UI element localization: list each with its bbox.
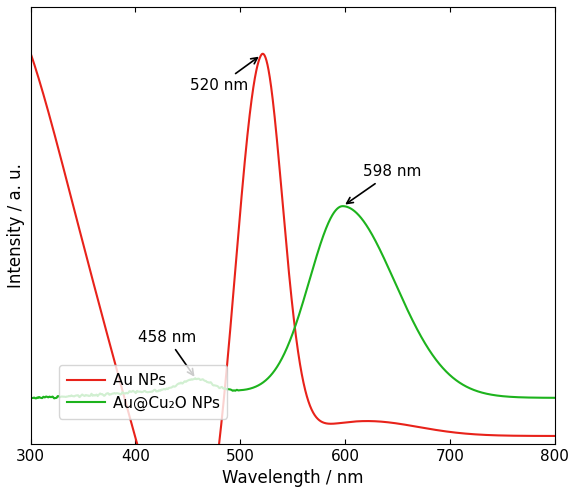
Text: 458 nm: 458 nm <box>138 329 196 375</box>
Au@Cu₂O NPs <box>551 395 558 401</box>
Au NPs <box>551 433 558 439</box>
Au NPs <box>118 384 125 390</box>
Legend: Au NPs, Au@Cu₂O NPs: Au NPs, Au@Cu₂O NPs <box>59 366 227 418</box>
Au@Cu₂O NPs <box>27 394 34 400</box>
Au NPs <box>87 268 94 274</box>
Au@Cu₂O NPs <box>251 384 258 390</box>
Au@Cu₂O NPs <box>228 387 235 393</box>
Au@Cu₂O NPs <box>339 203 346 209</box>
Au@Cu₂O NPs <box>87 393 94 399</box>
Au NPs <box>541 433 548 439</box>
Au NPs <box>251 78 258 84</box>
Au NPs <box>228 310 235 316</box>
Au@Cu₂O NPs <box>485 391 492 397</box>
Text: 520 nm: 520 nm <box>190 58 257 93</box>
Au NPs <box>27 50 34 56</box>
Text: 598 nm: 598 nm <box>347 165 421 204</box>
Au@Cu₂O NPs <box>51 395 58 401</box>
Au@Cu₂O NPs <box>541 395 548 401</box>
Line: Au NPs: Au NPs <box>31 53 555 494</box>
Y-axis label: Intensity / a. u.: Intensity / a. u. <box>7 163 25 288</box>
Au NPs <box>484 432 491 438</box>
Au@Cu₂O NPs <box>118 390 125 396</box>
Line: Au@Cu₂O NPs: Au@Cu₂O NPs <box>31 206 555 398</box>
X-axis label: Wavelength / nm: Wavelength / nm <box>222 469 363 487</box>
